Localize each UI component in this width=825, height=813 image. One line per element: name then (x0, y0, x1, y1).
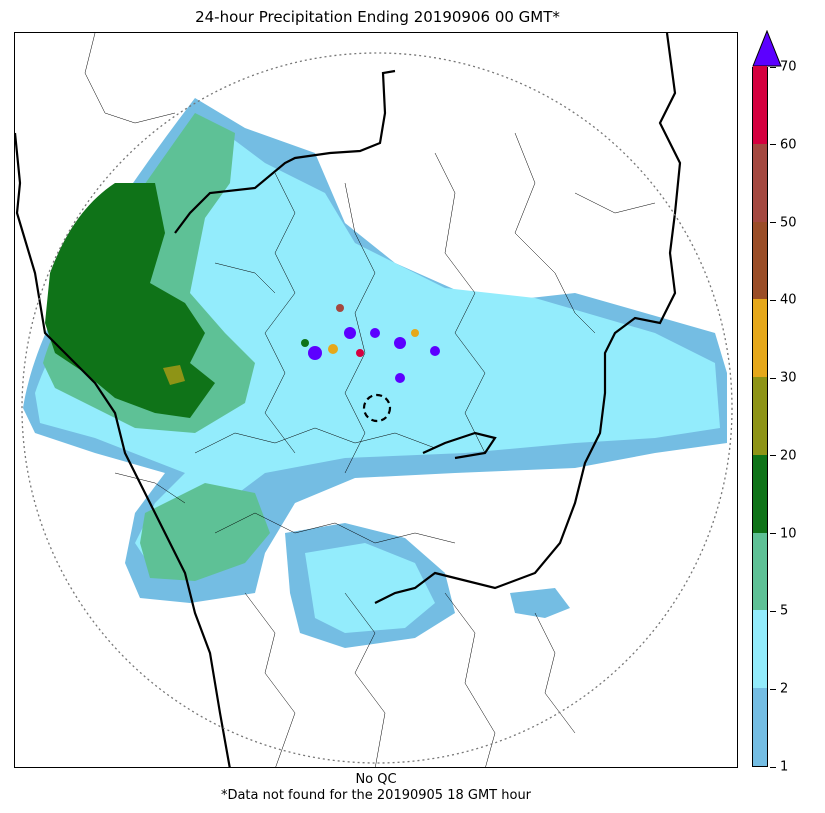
colorbar-tick (770, 222, 776, 224)
colorbar-tick-label: 20 (780, 448, 797, 464)
footer-qc-note: No QC (355, 772, 397, 787)
colorbar-tick-label: 60 (780, 137, 797, 153)
colorbar-segment (753, 299, 767, 378)
colorbar-tick-label: 2 (780, 681, 789, 697)
state-boundary-east (374, 33, 682, 604)
state-boundary-north (174, 69, 396, 234)
colorbar-segment (753, 610, 767, 689)
district-boundaries (84, 33, 656, 767)
colorbar-tick-label: 5 (780, 603, 789, 619)
colorbar-tick (770, 144, 776, 146)
colorbar-tick-label: 1 (780, 759, 789, 775)
precip-area-southeast (510, 588, 570, 618)
convective-cells (301, 304, 440, 383)
precip-area-cyan-south (305, 543, 435, 633)
colorbar-segment (753, 143, 767, 222)
colorbar-tick-label: 10 (780, 526, 797, 542)
colorbar-tick-label: 30 (780, 370, 797, 386)
colorbar-tick (770, 455, 776, 457)
colorbar-overflow-arrow (752, 30, 782, 67)
colorbar-tick (770, 299, 776, 301)
precip-area-olive (163, 365, 185, 385)
colorbar-segment (753, 377, 767, 455)
colorbar-segment (753, 221, 767, 300)
colorbar-tick (770, 688, 776, 690)
radar-range-ring (21, 52, 733, 764)
colorbar-segment (753, 532, 767, 611)
precip-area-green-south (140, 483, 270, 581)
state-boundary (15, 132, 231, 767)
colorbar-tick (770, 533, 776, 535)
colorbar-segment (753, 66, 767, 144)
colorbar-tick-label: 40 (780, 292, 797, 308)
colorbar-tick (770, 377, 776, 379)
state-boundary-tamil (422, 431, 497, 460)
map-title: 24-hour Precipitation Ending 20190906 00… (195, 8, 560, 26)
colorbar-segment (753, 454, 767, 533)
colorbar-tick (770, 766, 776, 768)
radar-site-marker (362, 393, 392, 423)
colorbar-segment (753, 688, 767, 766)
colorbar-tick (770, 66, 776, 68)
precip-area-cyan (35, 118, 720, 573)
colorbar (752, 66, 768, 767)
footer-data-note: *Data not found for the 20190905 18 GMT … (220, 788, 532, 803)
colorbar-tick-label: 70 (780, 59, 797, 75)
precipitation-map-svg (15, 33, 733, 767)
radar-map (14, 32, 738, 768)
precip-area-darkgreen (45, 183, 215, 418)
colorbar-tick (770, 610, 776, 612)
colorbar-tick-label: 50 (780, 215, 797, 231)
